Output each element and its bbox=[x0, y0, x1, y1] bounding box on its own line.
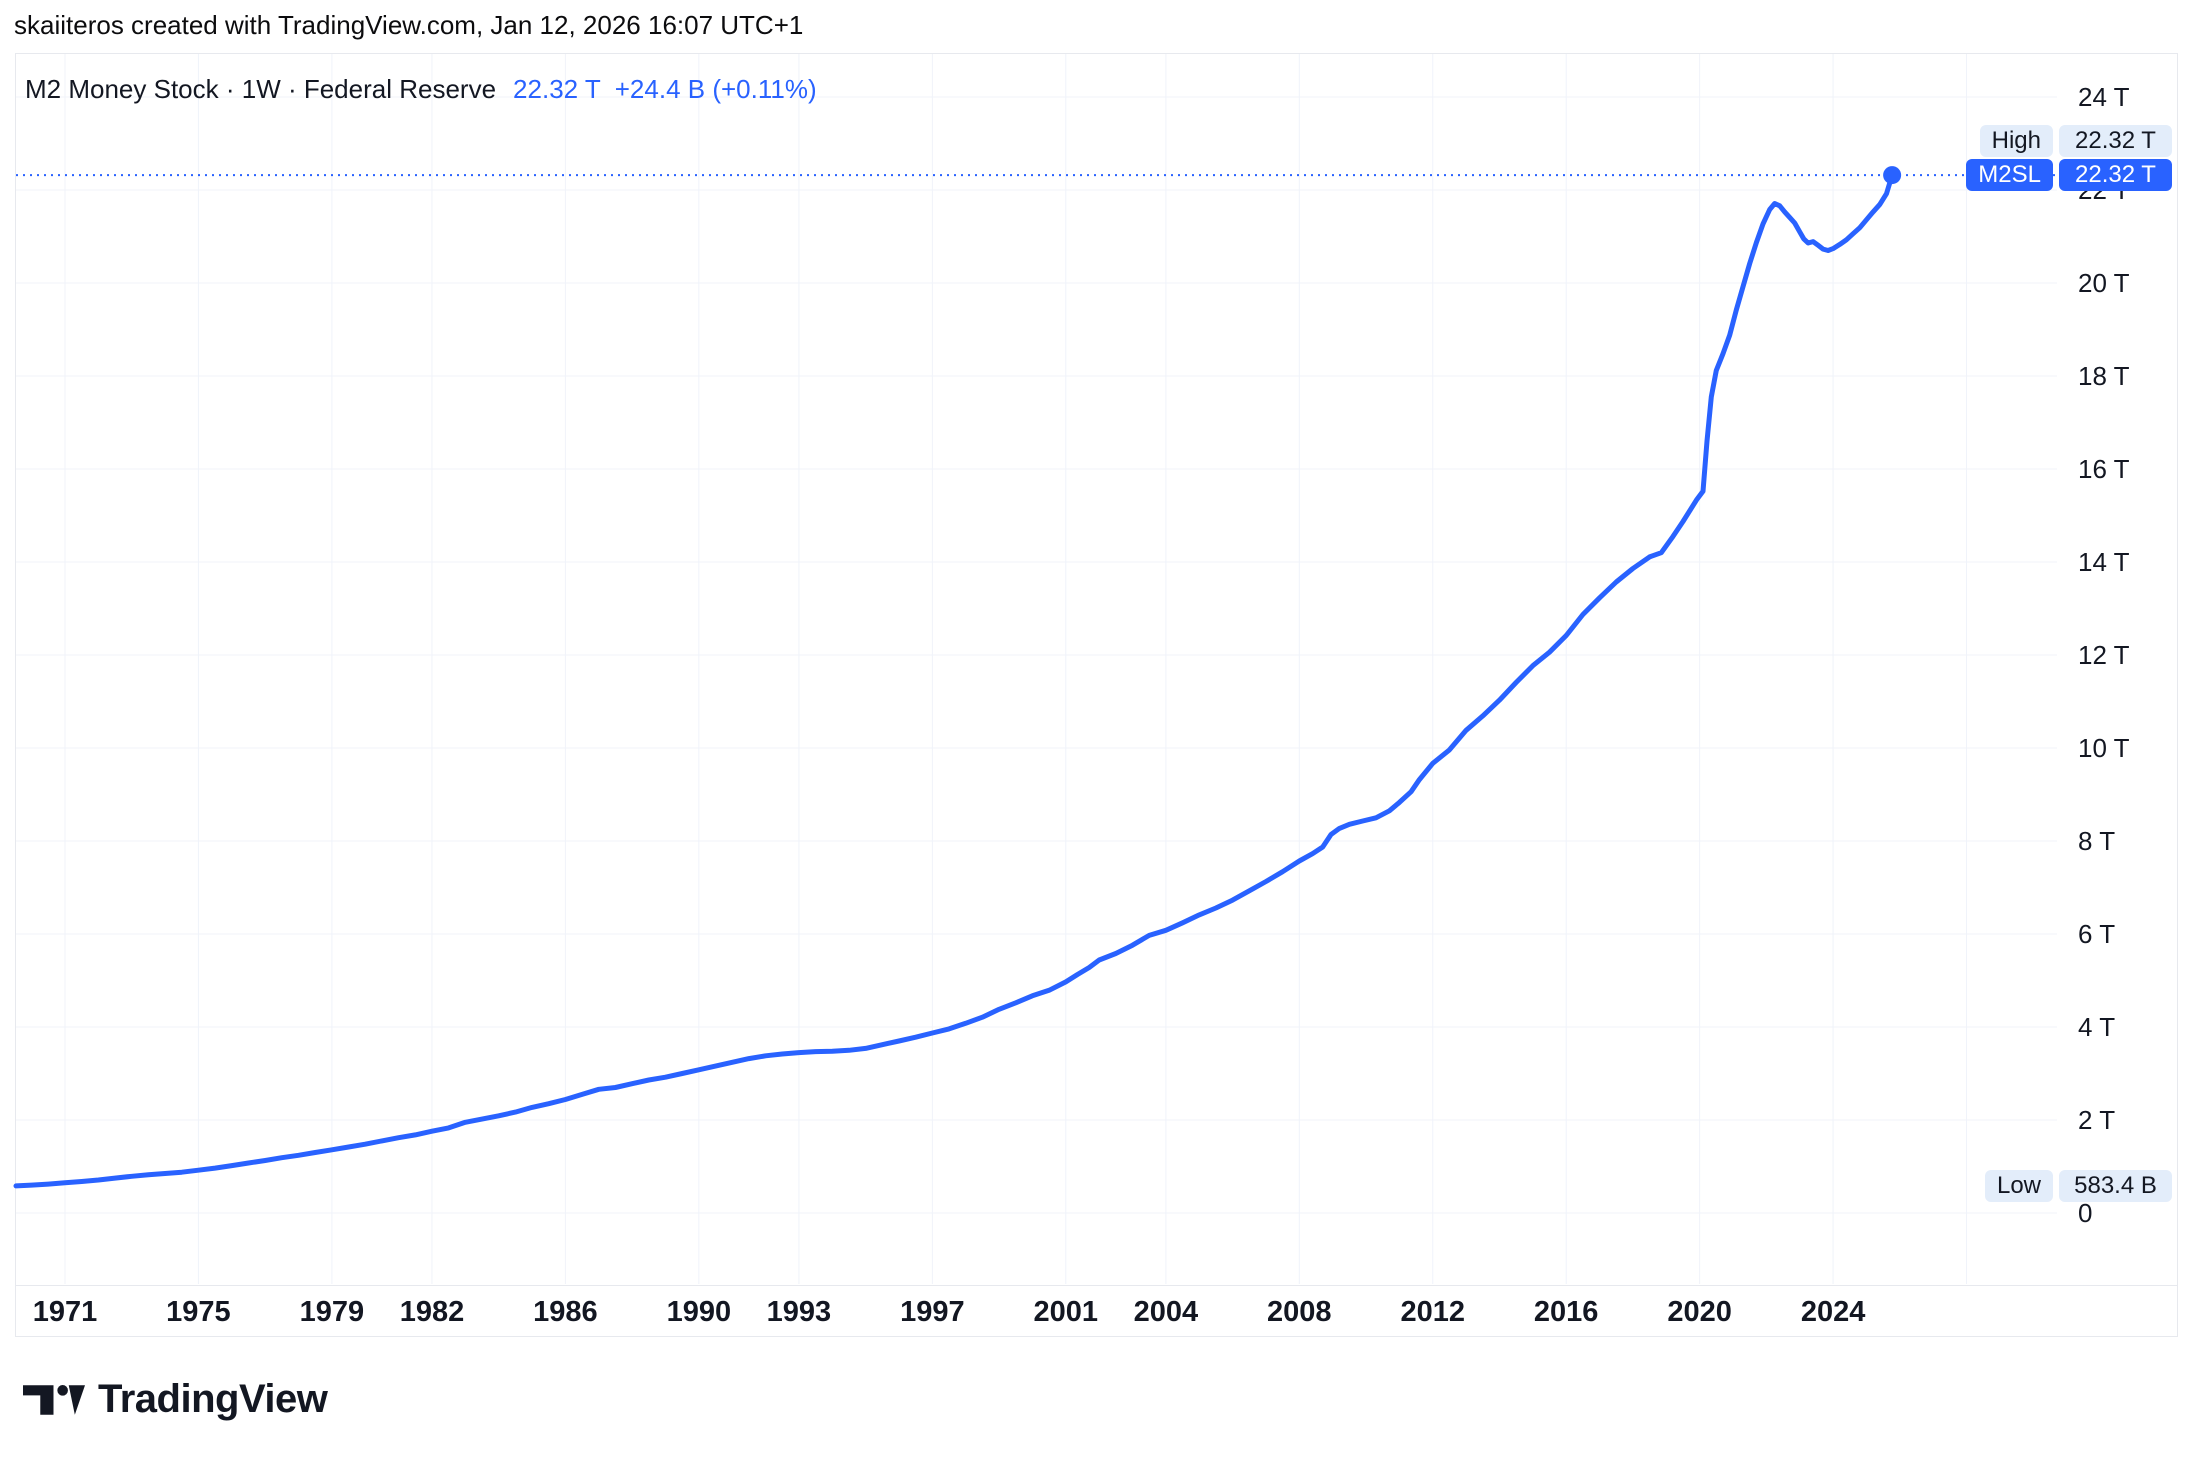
time-tick-label: 2004 bbox=[1133, 1296, 1199, 1328]
time-tick-label: 1971 bbox=[32, 1296, 98, 1328]
attribution-text: skaiiteros created with TradingView.com,… bbox=[14, 10, 804, 40]
last-price-value: 22.32 T bbox=[513, 74, 601, 104]
low-badge-label: Low bbox=[1984, 1170, 2053, 1202]
series-legend: M2 Money Stock · 1W · Federal Reserve 22… bbox=[25, 74, 817, 105]
series-badge-row: M2SL 22.32 T bbox=[1966, 159, 2172, 191]
price-tick-label: 0 bbox=[2078, 1198, 2093, 1228]
chart-pane[interactable] bbox=[15, 53, 2178, 1337]
price-tick-label: 18 T bbox=[2078, 361, 2130, 391]
price-tick-label: 24 T bbox=[2078, 82, 2130, 112]
low-badge-value: 583.4 B bbox=[2059, 1170, 2172, 1202]
m2sl-series-line bbox=[13, 172, 1895, 1189]
series-title: M2 Money Stock · 1W · Federal Reserve bbox=[25, 74, 497, 104]
time-tick-label: 2024 bbox=[1800, 1296, 1866, 1328]
time-tick-label: 2020 bbox=[1667, 1296, 1732, 1328]
price-tick-label: 20 T bbox=[2078, 268, 2130, 298]
tradingview-logo-icon bbox=[23, 1384, 85, 1415]
price-tick-label: 8 T bbox=[2078, 826, 2116, 856]
time-tick-label: 1982 bbox=[399, 1296, 465, 1328]
grid-lines bbox=[16, 54, 2057, 1284]
price-tick-label: 16 T bbox=[2078, 454, 2130, 484]
tradingview-logo-link[interactable]: TradingView bbox=[23, 1377, 328, 1422]
price-tick-label: 6 T bbox=[2078, 919, 2116, 949]
price-tick-label: 14 T bbox=[2078, 547, 2130, 577]
time-axis-separator bbox=[15, 1285, 2178, 1286]
time-tick-label: 1979 bbox=[299, 1296, 365, 1328]
time-tick-label: 2001 bbox=[1033, 1296, 1099, 1328]
series-badge-label: M2SL bbox=[1966, 159, 2053, 191]
high-badge-label: High bbox=[1979, 125, 2053, 157]
price-tick-label: 2 T bbox=[2078, 1105, 2116, 1135]
time-tick-label: 2012 bbox=[1400, 1296, 1465, 1328]
time-tick-label: 2016 bbox=[1533, 1296, 1599, 1328]
time-tick-label: 1986 bbox=[533, 1296, 598, 1328]
series-badge-value: 22.32 T bbox=[2059, 159, 2172, 191]
time-tick-label: 2008 bbox=[1267, 1296, 1332, 1328]
last-point-marker bbox=[1883, 166, 1902, 185]
price-tick-label: 10 T bbox=[2078, 733, 2130, 763]
high-badge-row: High 22.32 T bbox=[1979, 125, 2172, 157]
time-tick-label: 1990 bbox=[666, 1296, 732, 1328]
high-badge-value: 22.32 T bbox=[2059, 125, 2172, 157]
price-tick-label: 12 T bbox=[2078, 640, 2130, 670]
series-values: 22.32 T +24.4 B (+0.11%) bbox=[513, 74, 817, 105]
price-change-value: +24.4 B (+0.11%) bbox=[614, 74, 817, 104]
price-tick-label: 4 T bbox=[2078, 1012, 2116, 1042]
low-badge-row: Low 583.4 B bbox=[1984, 1170, 2172, 1202]
time-tick-label: 1993 bbox=[766, 1296, 832, 1328]
time-tick-label: 1975 bbox=[166, 1296, 231, 1328]
tradingview-logo-text: TradingView bbox=[98, 1377, 328, 1421]
time-tick-label: 1997 bbox=[900, 1296, 965, 1328]
